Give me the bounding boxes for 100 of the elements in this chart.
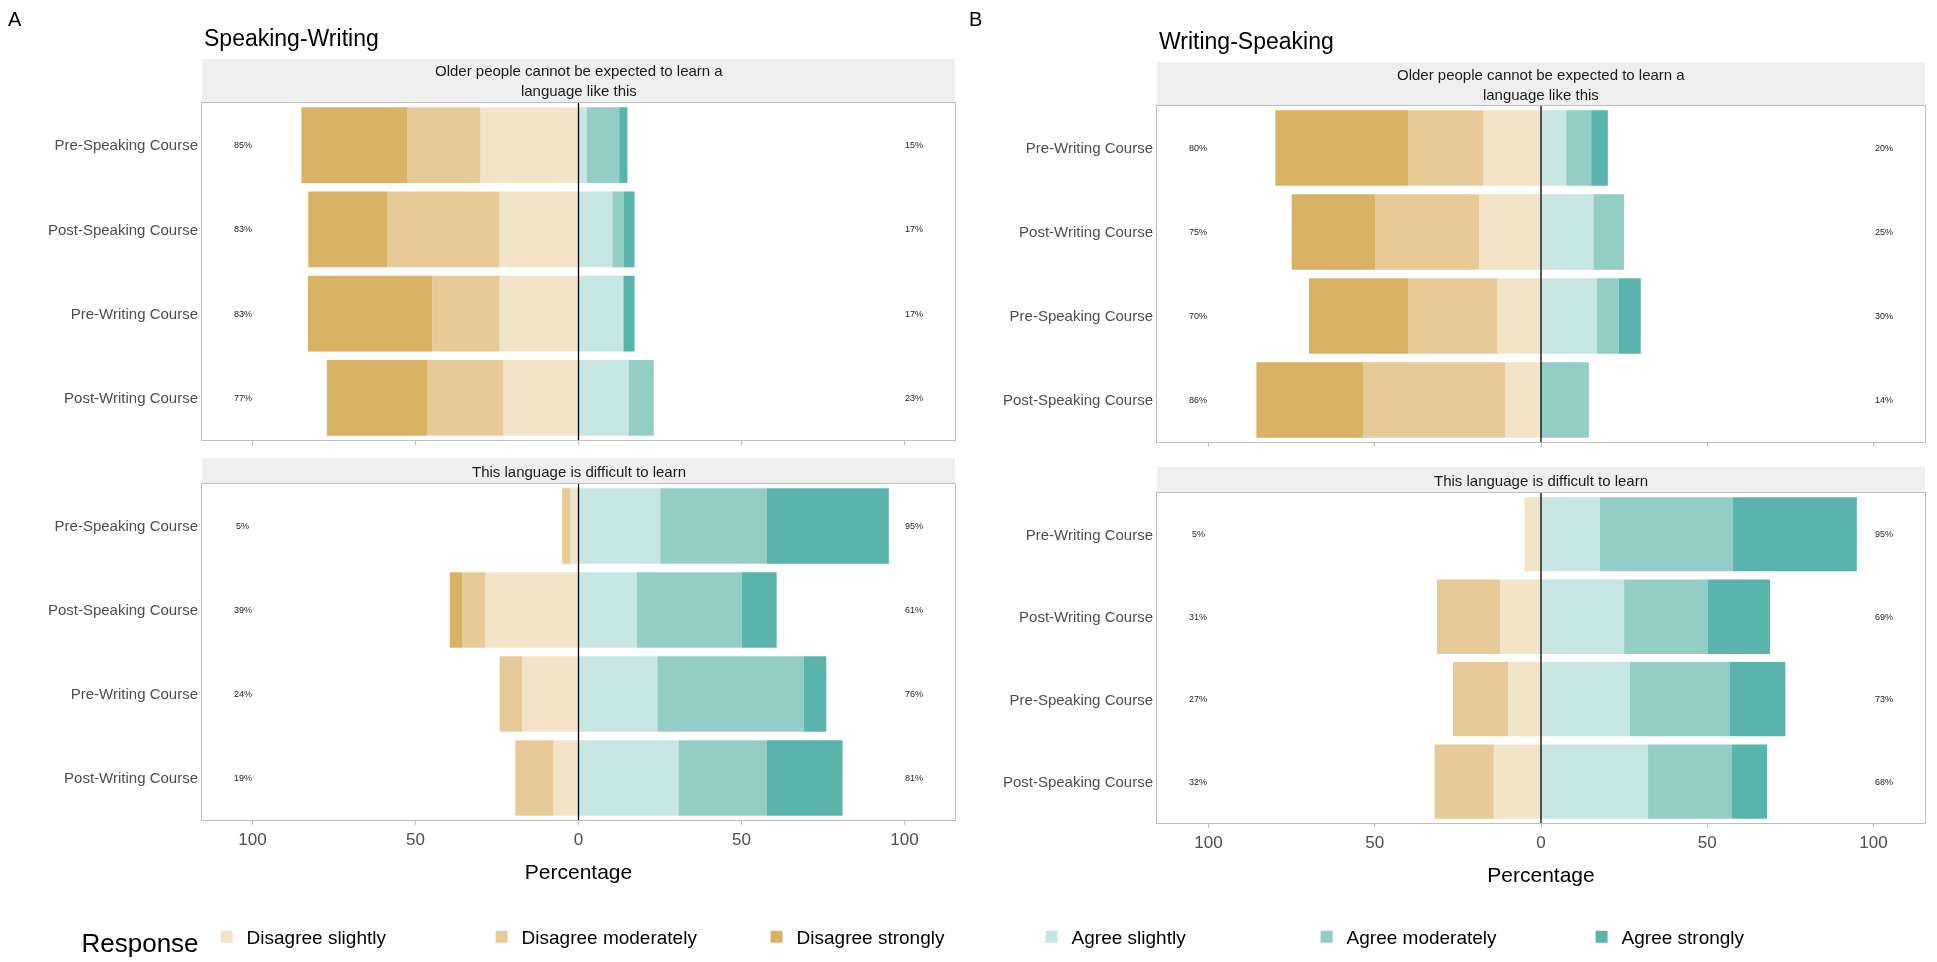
text: A [8,8,22,30]
bar [1452,662,1509,737]
bar [578,572,637,648]
x-axis-title: Percentage [524,859,633,883]
text: 25% [1875,227,1894,237]
bar [1541,110,1567,186]
text: 20% [1875,143,1894,153]
y-tick-label: Pre-Writing Course [70,685,198,703]
y-tick-label: Pre-Speaking Course [1009,690,1153,708]
bar [1308,278,1409,354]
bar [1732,497,1857,572]
bar [553,740,579,816]
text: B [969,8,983,30]
bar [1624,579,1708,654]
x-tick-label: 100 [1859,833,1888,853]
bar [1434,744,1494,819]
text: 24% [234,689,253,699]
bar [1291,194,1376,270]
bar [1541,662,1630,737]
text: 86% [1189,395,1208,405]
legend-label: Agree strongly [1621,927,1745,949]
text: 68% [1875,777,1894,787]
bar [623,191,635,268]
bar [1275,110,1409,186]
y-tick-label: Post-Speaking Course [1002,391,1153,409]
text: 5% [1192,529,1206,539]
text: 31% [1189,612,1208,622]
text: 23% [905,393,924,403]
bar [1508,662,1541,737]
bar [578,488,661,564]
bar [1541,194,1594,270]
text: 95% [905,521,924,531]
bar [1541,744,1649,819]
y-tick-label: Pre-Writing Course [1025,525,1153,543]
bar [578,740,679,816]
text: 83% [234,309,253,319]
text: 19% [234,773,253,783]
bar [562,488,571,564]
bar [619,107,628,184]
bar [623,275,635,352]
bar [301,107,408,184]
bar [1591,110,1608,186]
bar [503,359,579,436]
text: 76% [905,689,924,699]
text: 95% [1875,529,1894,539]
chart-title: Speaking-Writing [204,25,379,51]
text: 27% [1189,694,1208,704]
bar [628,359,654,436]
chart-title: Writing-Speaking [1159,28,1334,54]
legend-title: Response [81,927,199,958]
bar [1408,110,1484,186]
x-tick-label: 100 [1194,833,1223,853]
bar [308,191,388,268]
bar [1363,362,1506,438]
bar [1729,662,1786,737]
bar [586,107,620,184]
bar [462,572,486,648]
bar [678,740,767,816]
text: 81% [905,773,924,783]
bar [1541,497,1600,572]
bar [660,488,767,564]
x-tick-label: 100 [238,830,267,850]
y-tick-label: Post-Writing Course [1019,223,1153,241]
y-tick-label: Pre-Writing Course [70,304,198,322]
bar [449,572,463,648]
bar [522,656,579,732]
text: 70% [1189,311,1208,321]
y-tick-label: Post-Writing Course [1019,608,1153,625]
text: 17% [905,309,924,319]
text: 85% [234,140,253,150]
bar [1505,362,1541,438]
chart-subtitle: Older people cannot be expected to learn a language like this [435,62,724,99]
chart-subtitle: This language is difficult to learn [472,463,687,480]
bar [1541,278,1597,354]
text: 80% [1189,143,1208,153]
bar [1497,278,1541,354]
bar [432,275,500,352]
bar [515,740,554,816]
text: 77% [234,393,253,403]
text: 5% [236,521,250,531]
bar [427,359,504,436]
x-tick-label: 100 [890,830,919,850]
chart-subtitle: Older people cannot be expected to learn a language like this [1397,66,1686,103]
y-tick-label: Post-Writing Course [64,769,198,787]
text: 15% [905,140,924,150]
bar [766,740,843,816]
bar [407,107,481,184]
bar [1596,278,1619,354]
bar [1707,579,1771,654]
text: 17% [905,224,924,234]
bar [1541,362,1589,438]
bar [499,275,579,352]
bar [1731,744,1768,819]
text: 30% [1875,311,1894,321]
legend-label: Agree slightly [1071,927,1187,949]
bar [1256,362,1364,438]
text: 39% [234,605,253,615]
bar [1479,194,1541,270]
bar [1629,662,1730,737]
y-tick-label: Post-Speaking Course [47,601,198,619]
